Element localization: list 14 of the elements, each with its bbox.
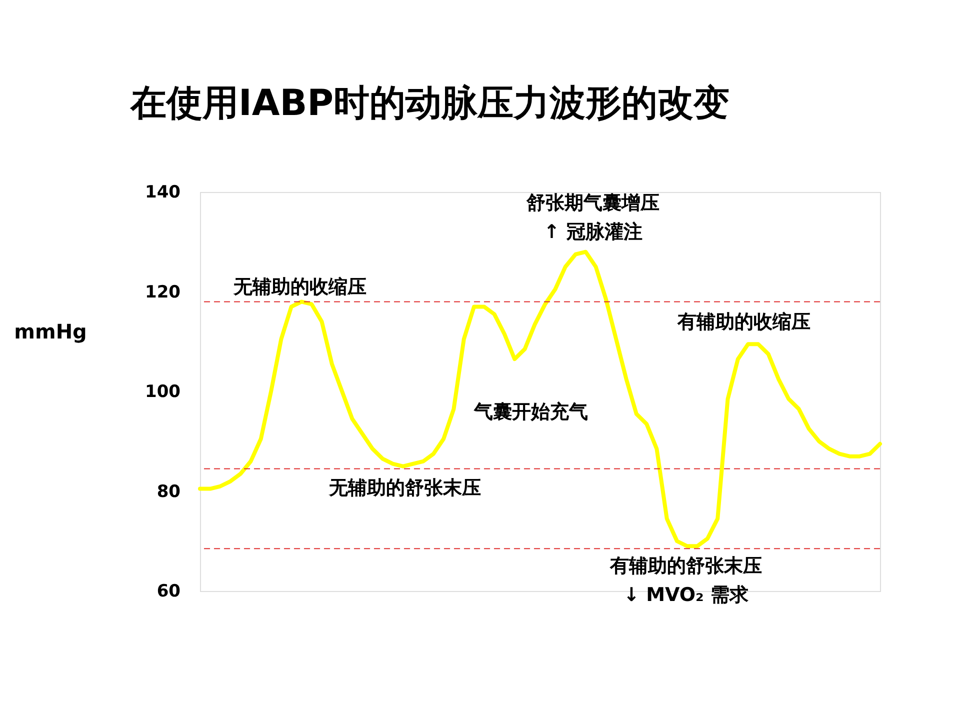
annotation: 无辅助的舒张末压 [328, 477, 481, 499]
annotation: 气囊开始充气 [473, 401, 588, 423]
annotation: 有辅助的收缩压 [676, 311, 810, 333]
annotation: 有辅助的舒张末压 ↓ MVO₂ 需求 [609, 555, 762, 606]
y-axis-title: mmHg [14, 320, 87, 344]
line-series [198, 250, 882, 548]
y-tick-label: 60 [156, 582, 181, 602]
y-tick-label: 120 [145, 282, 181, 302]
y-tick-label: 100 [145, 382, 181, 402]
annotation: 舒张期气囊增压 ↑ 冠脉灌注 [526, 192, 660, 243]
chart-title: 在使用IABP时的动脉压力波形的改变 [129, 83, 730, 124]
annotation: 无辅助的收缩压 [232, 276, 366, 298]
y-tick-label: 80 [156, 482, 181, 502]
y-tick-label: 140 [145, 182, 181, 202]
